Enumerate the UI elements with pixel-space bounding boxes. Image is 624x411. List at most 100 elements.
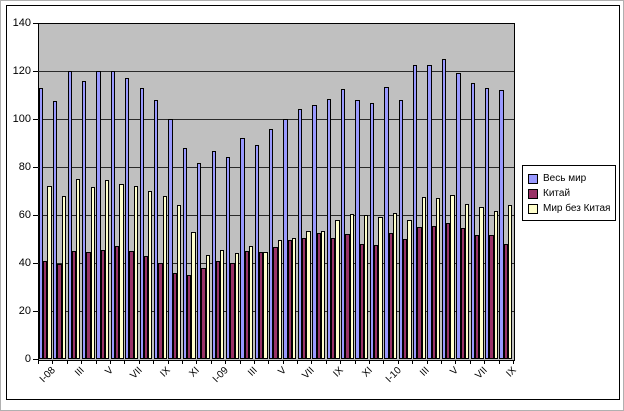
- bar-china-VII-10: [474, 235, 480, 359]
- bar-world-ex-china-VI-08: [119, 183, 124, 359]
- bar-world-XI-08: [182, 147, 188, 359]
- x-tick: [354, 360, 356, 364]
- x-tick: [369, 360, 371, 364]
- y-tick-0: [33, 358, 38, 360]
- legend-item-china: Китай: [528, 186, 611, 201]
- bar-world-XI-09: [355, 99, 360, 359]
- legend-item-world-ex-china: Мир без Китая: [528, 201, 611, 216]
- bar-china-XII-08: [201, 267, 206, 359]
- bar-china-X-08: [172, 272, 177, 359]
- bar-world-IV-09: [254, 145, 259, 359]
- bar-china-IV-10: [431, 225, 437, 359]
- bar-world-III-09: [240, 138, 245, 359]
- bar-world-ex-china-III-09: [248, 246, 254, 359]
- bar-world-II-09: [225, 157, 231, 359]
- bar-china-VII-09: [302, 237, 307, 359]
- x-tick: [455, 360, 457, 364]
- legend-swatch-world-ex-china-icon: [528, 203, 538, 214]
- bar-china-IX-10: [503, 243, 508, 359]
- legend: Весь мир Китай Мир без Китая: [522, 165, 616, 221]
- x-tick: [469, 360, 471, 364]
- bar-world-ex-china-I-09: [220, 249, 225, 359]
- bar-china-V-08: [100, 249, 105, 359]
- bar-world-I-09: [211, 151, 216, 359]
- y-axis-label-0: 0: [24, 353, 31, 365]
- y-tick-80: [33, 166, 38, 168]
- x-tick: [196, 360, 198, 364]
- legend-label-world: Весь мир: [543, 173, 587, 184]
- bar-world-ex-china-IV-10: [436, 198, 441, 359]
- x-tick: [513, 360, 514, 364]
- legend-swatch-china-icon: [528, 188, 538, 199]
- bar-china-I-08: [43, 260, 48, 359]
- x-tick: [138, 360, 140, 364]
- bar-world-I-10: [384, 86, 389, 359]
- bar-world-ex-china-IX-08: [162, 195, 167, 359]
- bar-world-II-08: [53, 101, 58, 359]
- x-tick: [153, 360, 155, 364]
- bar-china-VIII-08: [143, 255, 149, 359]
- legend-label-china: Китай: [543, 188, 571, 199]
- x-tick: [95, 360, 97, 364]
- bar-china-VIII-09: [316, 233, 321, 359]
- bar-world-VI-10: [456, 73, 461, 359]
- x-tick: [81, 360, 83, 364]
- x-tick: [124, 360, 126, 364]
- bar-world-ex-china-II-09: [234, 253, 239, 359]
- bar-world-XII-09: [369, 103, 375, 359]
- bar-china-IX-08: [158, 263, 163, 359]
- bar-china-XI-08: [187, 275, 192, 359]
- bar-china-I-10: [388, 233, 393, 359]
- bar-china-XI-09: [359, 243, 365, 359]
- y-axis-label-40: 40: [18, 257, 31, 269]
- x-tick: [311, 360, 313, 364]
- bar-china-II-08: [57, 264, 62, 359]
- bar-world-ex-china-V-10: [450, 194, 455, 359]
- y-tick-20: [33, 310, 38, 312]
- x-tick: [282, 360, 284, 364]
- bar-world-ex-china-IV-08: [90, 187, 95, 359]
- bar-world-VII-10: [470, 83, 475, 359]
- bar-world-ex-china-V-09: [277, 240, 282, 359]
- bar-world-ex-china-VIII-10: [493, 211, 498, 359]
- y-tick-60: [33, 214, 38, 216]
- x-tick: [167, 360, 169, 364]
- bar-world-ex-china-IX-09: [335, 219, 340, 359]
- legend-item-world: Весь мир: [528, 171, 611, 186]
- x-tick: [397, 360, 399, 364]
- bar-world-V-09: [269, 128, 274, 359]
- x-tick: [325, 360, 327, 364]
- x-tick: [109, 360, 111, 364]
- bar-world-XII-08: [197, 163, 202, 359]
- bar-world-IV-08: [81, 80, 87, 359]
- bar-world-ex-china-I-08: [47, 186, 52, 359]
- gridline-100: [38, 118, 514, 120]
- bar-world-ex-china-VII-10: [479, 206, 484, 359]
- bar-world-ex-china-XI-09: [364, 215, 369, 359]
- bar-world-IV-10: [427, 65, 432, 359]
- bar-world-VII-08: [125, 78, 130, 359]
- bar-world-ex-china-VI-10: [464, 204, 470, 359]
- bar-world-IX-08: [153, 99, 159, 359]
- bar-china-XII-09: [374, 245, 379, 359]
- bar-world-VI-09: [283, 119, 288, 359]
- bar-china-VI-08: [115, 246, 120, 359]
- bar-world-ex-china-I-10: [392, 212, 398, 359]
- x-tick: [38, 360, 39, 364]
- bar-world-ex-china-VII-08: [133, 186, 139, 359]
- legend-swatch-world-icon: [528, 173, 538, 184]
- x-tick: [297, 360, 299, 364]
- bar-china-IV-09: [259, 252, 264, 359]
- bar-china-V-09: [273, 247, 278, 359]
- bar-china-V-10: [446, 223, 451, 359]
- y-axis-label-140: 140: [12, 17, 31, 29]
- bar-china-IX-09: [330, 237, 336, 359]
- x-tick: [52, 360, 54, 364]
- bar-world-X-09: [341, 89, 346, 359]
- bar-china-VI-09: [287, 240, 293, 359]
- bar-china-III-09: [244, 251, 249, 359]
- bar-world-ex-china-III-08: [76, 179, 81, 359]
- x-tick: [239, 360, 241, 364]
- y-tick-140: [33, 22, 38, 24]
